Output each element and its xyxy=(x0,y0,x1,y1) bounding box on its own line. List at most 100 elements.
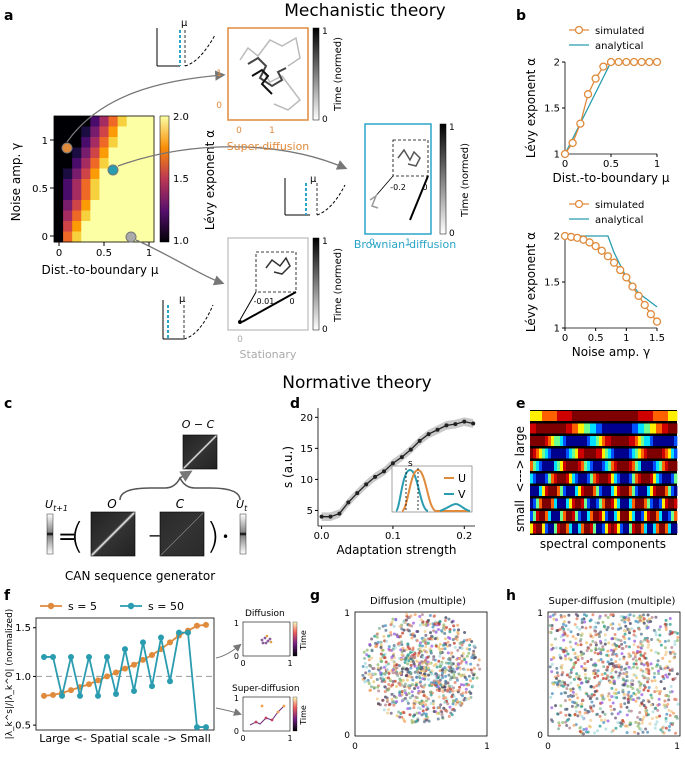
spectral-cell xyxy=(629,411,633,421)
spectral-cell xyxy=(569,523,573,534)
simulated-point xyxy=(606,57,616,67)
trajectory-point xyxy=(665,712,669,716)
trajectory-point xyxy=(575,672,579,676)
y-tick-label: 10 xyxy=(300,475,313,486)
spectral-cell xyxy=(626,436,630,446)
trajectory-point xyxy=(430,669,434,673)
trajectory-point xyxy=(610,712,614,716)
spectral-cell xyxy=(647,498,651,509)
trajectory-point xyxy=(406,645,410,649)
trajectory-point xyxy=(629,697,633,701)
stationary-cbar-label: Time (normed) xyxy=(333,248,344,323)
spectral-cell xyxy=(602,473,606,484)
trajectory-point xyxy=(619,668,623,672)
trajectory-point xyxy=(579,637,583,641)
spectral-cell xyxy=(671,511,675,521)
spectral-cell xyxy=(536,498,540,509)
trajectory-point xyxy=(628,631,632,635)
spectral-cell xyxy=(572,486,576,496)
heatmap-cell xyxy=(90,147,100,159)
trajectory-point xyxy=(413,652,417,656)
spectral-cell xyxy=(638,498,642,509)
heatmap-cell xyxy=(126,210,137,222)
spectral-cell xyxy=(623,511,627,521)
heatmap-cell xyxy=(135,116,146,127)
stationary-xtick-0: 0 xyxy=(237,335,243,345)
trajectory-point xyxy=(419,680,423,684)
trajectory-point xyxy=(565,673,569,677)
spectral-cell xyxy=(551,473,555,484)
spectral-cell xyxy=(581,423,585,434)
trajectory-point xyxy=(431,699,435,703)
trajectory-point xyxy=(655,689,659,693)
trajectory-point xyxy=(593,668,597,672)
trajectory-point xyxy=(627,645,631,649)
super-trajectory-light xyxy=(239,36,302,111)
spectral-cell xyxy=(533,511,537,521)
heatmap-cell xyxy=(63,221,73,232)
trajectory-point xyxy=(650,717,654,721)
trajectory-point xyxy=(626,684,630,688)
trajectory-point xyxy=(444,674,448,678)
spectral-cell xyxy=(638,523,642,534)
spectral-cell xyxy=(629,511,633,521)
trajectory-point xyxy=(581,698,585,702)
spectral-cell xyxy=(641,448,645,459)
trajectory-point xyxy=(575,625,579,629)
trajectory-point xyxy=(584,626,588,630)
super-trajectory-mid xyxy=(247,56,287,88)
trajectory-point xyxy=(614,660,618,664)
trajectory-point xyxy=(423,672,427,676)
trajectory-point xyxy=(395,672,399,676)
spectral-cell xyxy=(620,511,624,521)
trajectory-point xyxy=(580,652,584,656)
spectral-cell xyxy=(644,486,648,496)
spectral-cell xyxy=(632,436,636,446)
panel-letter-c: c xyxy=(4,396,12,412)
trajectory-point xyxy=(550,718,554,722)
a-xtick-0: 0 xyxy=(56,248,62,259)
heatmap-cell xyxy=(81,147,91,159)
trajectory-point xyxy=(402,620,406,624)
spectral-cell xyxy=(533,436,537,446)
trajectory-point xyxy=(588,697,592,701)
arrow-to-brownian xyxy=(117,146,348,170)
trajectory-point xyxy=(447,656,451,660)
spectral-cell xyxy=(665,498,669,509)
trajectory-point xyxy=(639,728,643,732)
trajectory-point xyxy=(617,638,621,642)
spectral-cell xyxy=(596,448,600,459)
trajectory-point xyxy=(415,669,419,673)
trajectory-point xyxy=(582,666,586,670)
spectral-cell xyxy=(668,461,672,471)
spectral-cell xyxy=(599,411,603,421)
spectral-cell xyxy=(578,411,582,421)
spectral-cell xyxy=(647,423,651,434)
trajectory-point xyxy=(417,651,421,655)
spectral-cell xyxy=(659,486,663,496)
g-xtick-1: 1 xyxy=(484,742,490,752)
y-tick-label: 1 xyxy=(554,150,560,161)
heatmap-cell xyxy=(135,158,146,169)
trajectory-point xyxy=(413,664,417,668)
trajectory-point xyxy=(559,646,563,650)
trajectory-point xyxy=(565,634,569,638)
e-arrow: <---> xyxy=(513,459,527,492)
spectral-cell xyxy=(545,423,549,434)
trajectory-point xyxy=(606,660,610,664)
spectral-cell xyxy=(614,411,618,421)
trajectory-point xyxy=(468,690,472,694)
trajectory-point xyxy=(469,662,473,666)
stationary-cbar-1: 1 xyxy=(322,237,328,247)
spectral-cell xyxy=(593,461,597,471)
spectral-cell xyxy=(563,486,567,496)
spectral-cell xyxy=(599,436,603,446)
trajectory-point xyxy=(590,700,594,704)
spectral-cell xyxy=(614,473,618,484)
trajectory-point xyxy=(634,699,638,703)
spectral-cell xyxy=(650,411,654,421)
trajectory-point xyxy=(461,694,465,698)
trajectory-point xyxy=(411,694,415,698)
trajectory-point xyxy=(576,655,580,659)
